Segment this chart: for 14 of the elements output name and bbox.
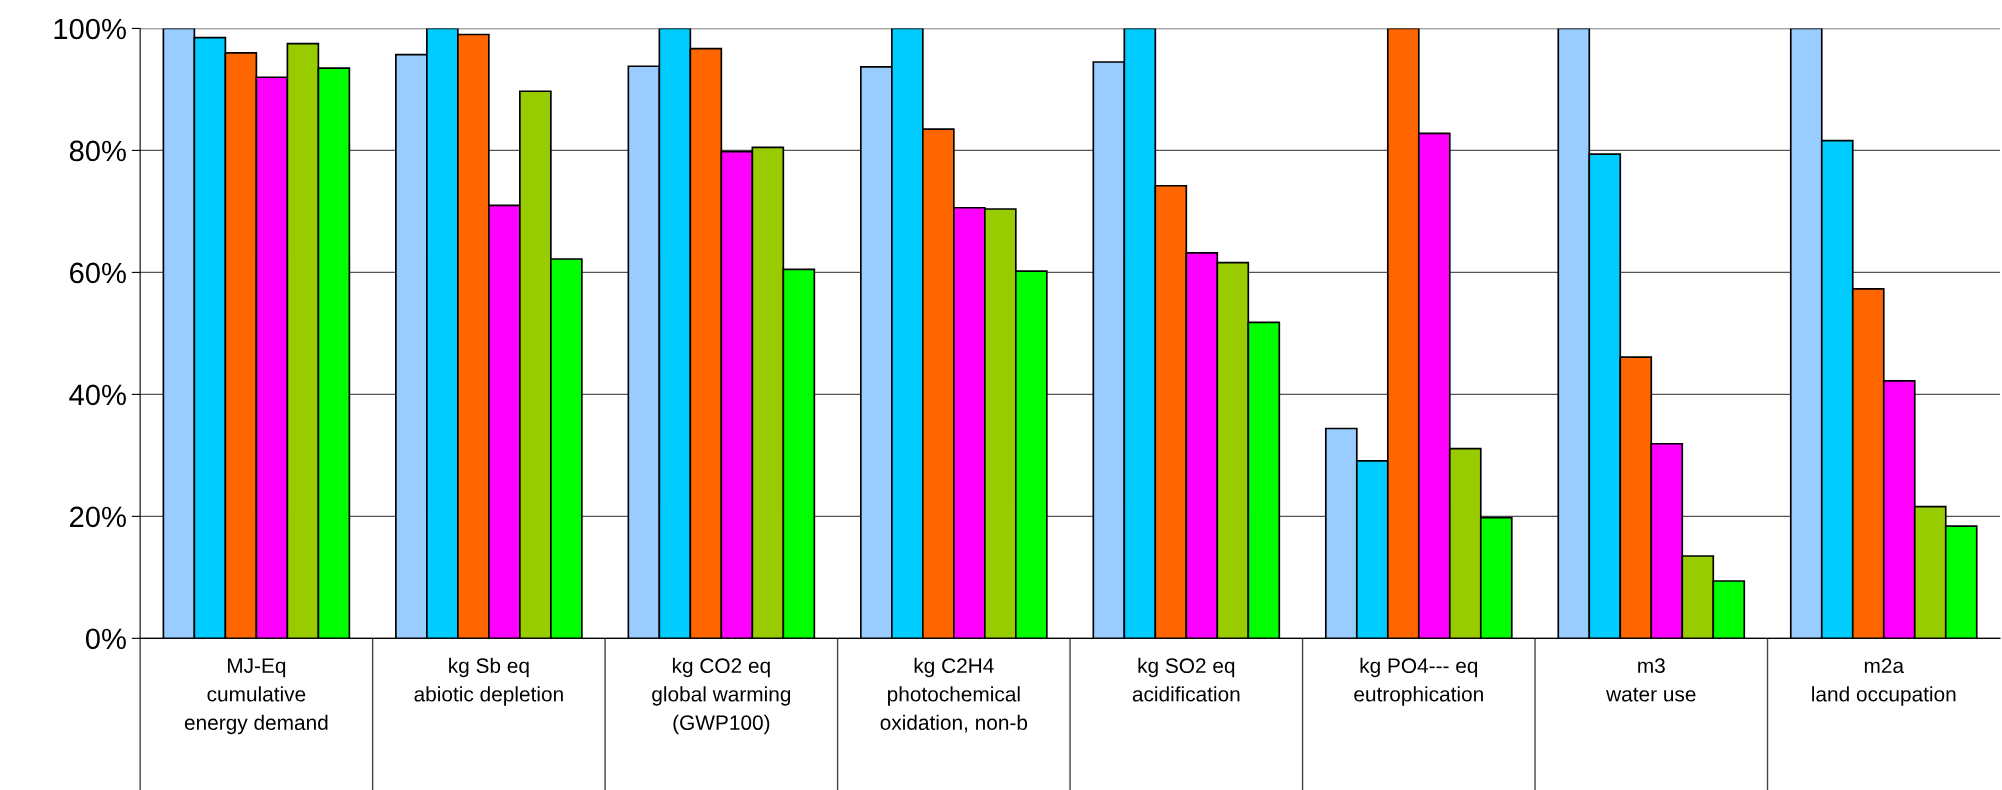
x-tick-label: kg C2H4 photochemical oxidation, non-b (880, 657, 1028, 733)
y-tick-label: 60% (70, 262, 126, 284)
x-tick-label: kg Sb eq abiotic depletion (414, 657, 563, 706)
y-tick-label: 20% (70, 506, 126, 528)
y-tick-label: 80% (69, 140, 126, 162)
x-tick-label: kg CO2 eq global warming (GWP100) (652, 657, 791, 735)
y-tick-label: 40% (69, 384, 126, 406)
x-tick-label: m2a land occupation (1812, 658, 1956, 706)
y-tick-label: 100% (54, 18, 126, 40)
x-tick-label: MJ-Eq cumulative energy demand (184, 658, 328, 735)
x-tick-label: kg PO4--- eq eutrophication (1354, 657, 1483, 706)
x-tick-label: kg SO2 eq acidification (1132, 657, 1240, 702)
y-tick-label: 0% (85, 628, 126, 650)
x-tick-label: m3 water use (1606, 658, 1696, 702)
